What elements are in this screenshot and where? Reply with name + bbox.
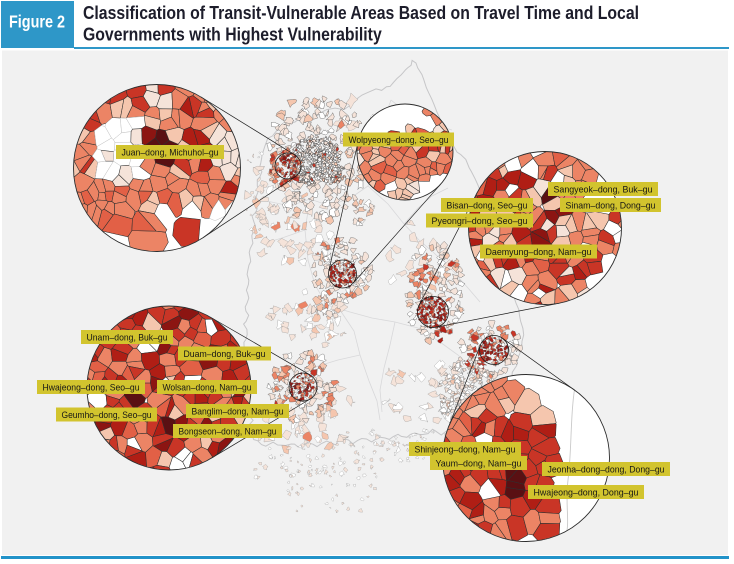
svg-text:Wolsan–dong, Nam–gu: Wolsan–dong, Nam–gu [163, 382, 252, 392]
svg-text:Jeonha–dong–dong, Dong–gu: Jeonha–dong–dong, Dong–gu [548, 464, 665, 474]
svg-text:Bongseon–dong, Nam–gu: Bongseon–dong, Nam–gu [179, 426, 277, 436]
svg-text:Wolpyeong–dong, Seo–gu: Wolpyeong–dong, Seo–gu [349, 135, 449, 145]
svg-text:Daemyung–dong, Nam–gu: Daemyung–dong, Nam–gu [486, 247, 592, 257]
svg-text:Geumho–dong, Seo–gu: Geumho–dong, Seo–gu [62, 410, 152, 420]
svg-text:Hwajeong–dong, Dong–gu: Hwajeong–dong, Dong–gu [534, 487, 639, 497]
svg-text:Sinam–dong, Dong–gu: Sinam–dong, Dong–gu [566, 200, 656, 210]
svg-text:Pyeongri–dong, Seo–gu: Pyeongri–dong, Seo–gu [432, 216, 528, 226]
svg-text:Shinjeong–dong, Nam–gu: Shinjeong–dong, Nam–gu [415, 444, 516, 454]
svg-text:Duam–dong, Buk–gu: Duam–dong, Buk–gu [184, 349, 266, 359]
svg-text:Juan–dong, Michuhol–gu: Juan–dong, Michuhol–gu [122, 147, 219, 157]
svg-text:Banglim–dong, Nam–gu: Banglim–dong, Nam–gu [192, 406, 284, 416]
svg-text:Hwajeong–dong, Seo–gu: Hwajeong–dong, Seo–gu [43, 382, 140, 392]
svg-text:Bisan–dong, Seo–gu: Bisan–dong, Seo–gu [447, 200, 528, 210]
svg-text:Unam–dong, Buk–gu: Unam–dong, Buk–gu [87, 332, 168, 342]
svg-text:Yaum–dong, Nam–gu: Yaum–dong, Nam–gu [436, 458, 522, 468]
svg-text:Sangyeok–dong, Buk–gu: Sangyeok–dong, Buk–gu [554, 184, 653, 194]
